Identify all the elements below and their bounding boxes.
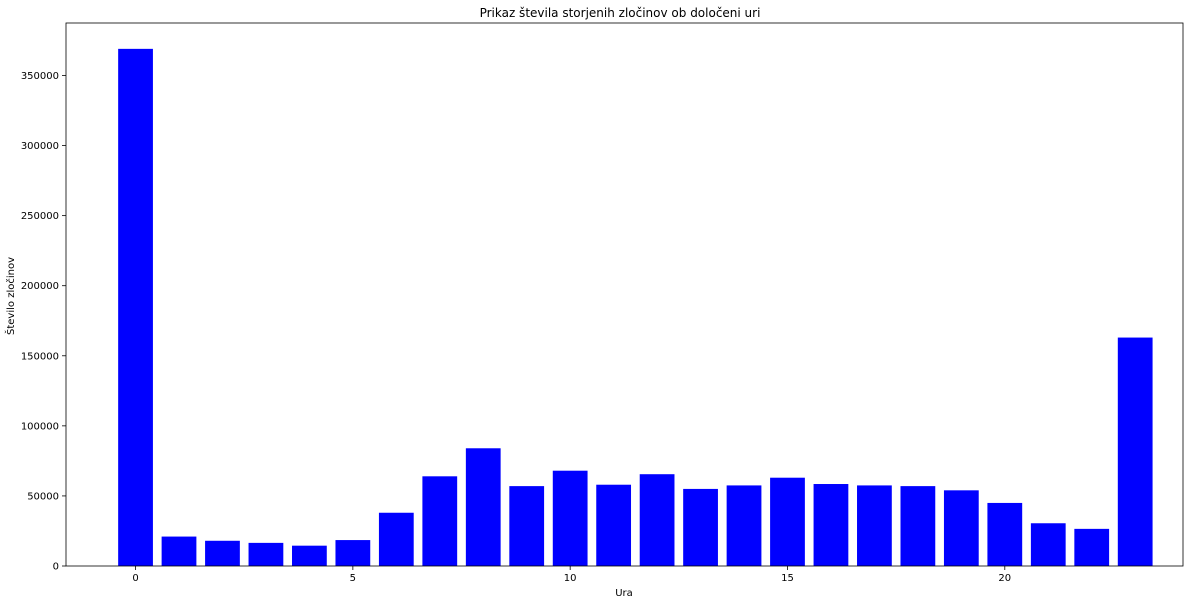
- y-tick-label-150000: 150000: [21, 351, 59, 362]
- bar-hour-10: [552, 470, 588, 566]
- bar-hour-13: [683, 488, 718, 566]
- y-tick-label-200000: 200000: [21, 281, 59, 292]
- bar-hour-17: [857, 485, 892, 566]
- bar-hour-9: [509, 486, 545, 566]
- x-tick-label-20: 20: [998, 573, 1011, 584]
- y-tick-label-250000: 250000: [21, 211, 59, 222]
- bar-hour-1: [161, 536, 197, 566]
- x-tick-label-15: 15: [781, 573, 794, 584]
- bar-hour-20: [987, 502, 1023, 566]
- bar-hour-18: [900, 486, 936, 566]
- bar-hour-5: [335, 540, 371, 566]
- bar-hour-16: [813, 484, 849, 566]
- bar-hour-8: [465, 448, 501, 566]
- bar-hour-12: [639, 474, 675, 566]
- plot-area: 0 5 10 15 20 0 50000 100000 150000 200000 250000 30…: [21, 22, 1184, 584]
- y-tick-label-50000: 50000: [27, 491, 59, 502]
- x-axis-label: Ura: [615, 588, 633, 599]
- bar-hour-2: [205, 540, 240, 566]
- bar-hour-7: [422, 476, 458, 566]
- x-tick-label-5: 5: [350, 573, 356, 584]
- y-tick-label-300000: 300000: [21, 141, 59, 152]
- bar-hour-15: [770, 477, 805, 566]
- bar-hour-3: [248, 542, 284, 566]
- y-tick-label-350000: 350000: [21, 71, 59, 82]
- x-tick-label-0: 0: [132, 573, 138, 584]
- y-tick-label-0: 0: [53, 562, 59, 573]
- y-tick-label-100000: 100000: [21, 421, 59, 432]
- y-axis-label: Število zločinov: [4, 257, 17, 335]
- axes-frame: [65, 22, 1184, 567]
- bar-hour-4: [292, 545, 327, 566]
- bar-hour-19: [943, 490, 979, 566]
- x-tick-label-10: 10: [564, 573, 577, 584]
- bar-hour-11: [596, 484, 632, 566]
- bar-hour-0: [118, 48, 153, 567]
- bar-hour-23: [1117, 337, 1153, 566]
- bar-hour-6: [378, 512, 414, 566]
- bar-hour-14: [726, 485, 762, 566]
- chart-title: Prikaz števila storjenih zločinov ob dol…: [480, 6, 761, 20]
- bar-hour-22: [1074, 528, 1110, 566]
- bar-hour-21: [1030, 523, 1066, 566]
